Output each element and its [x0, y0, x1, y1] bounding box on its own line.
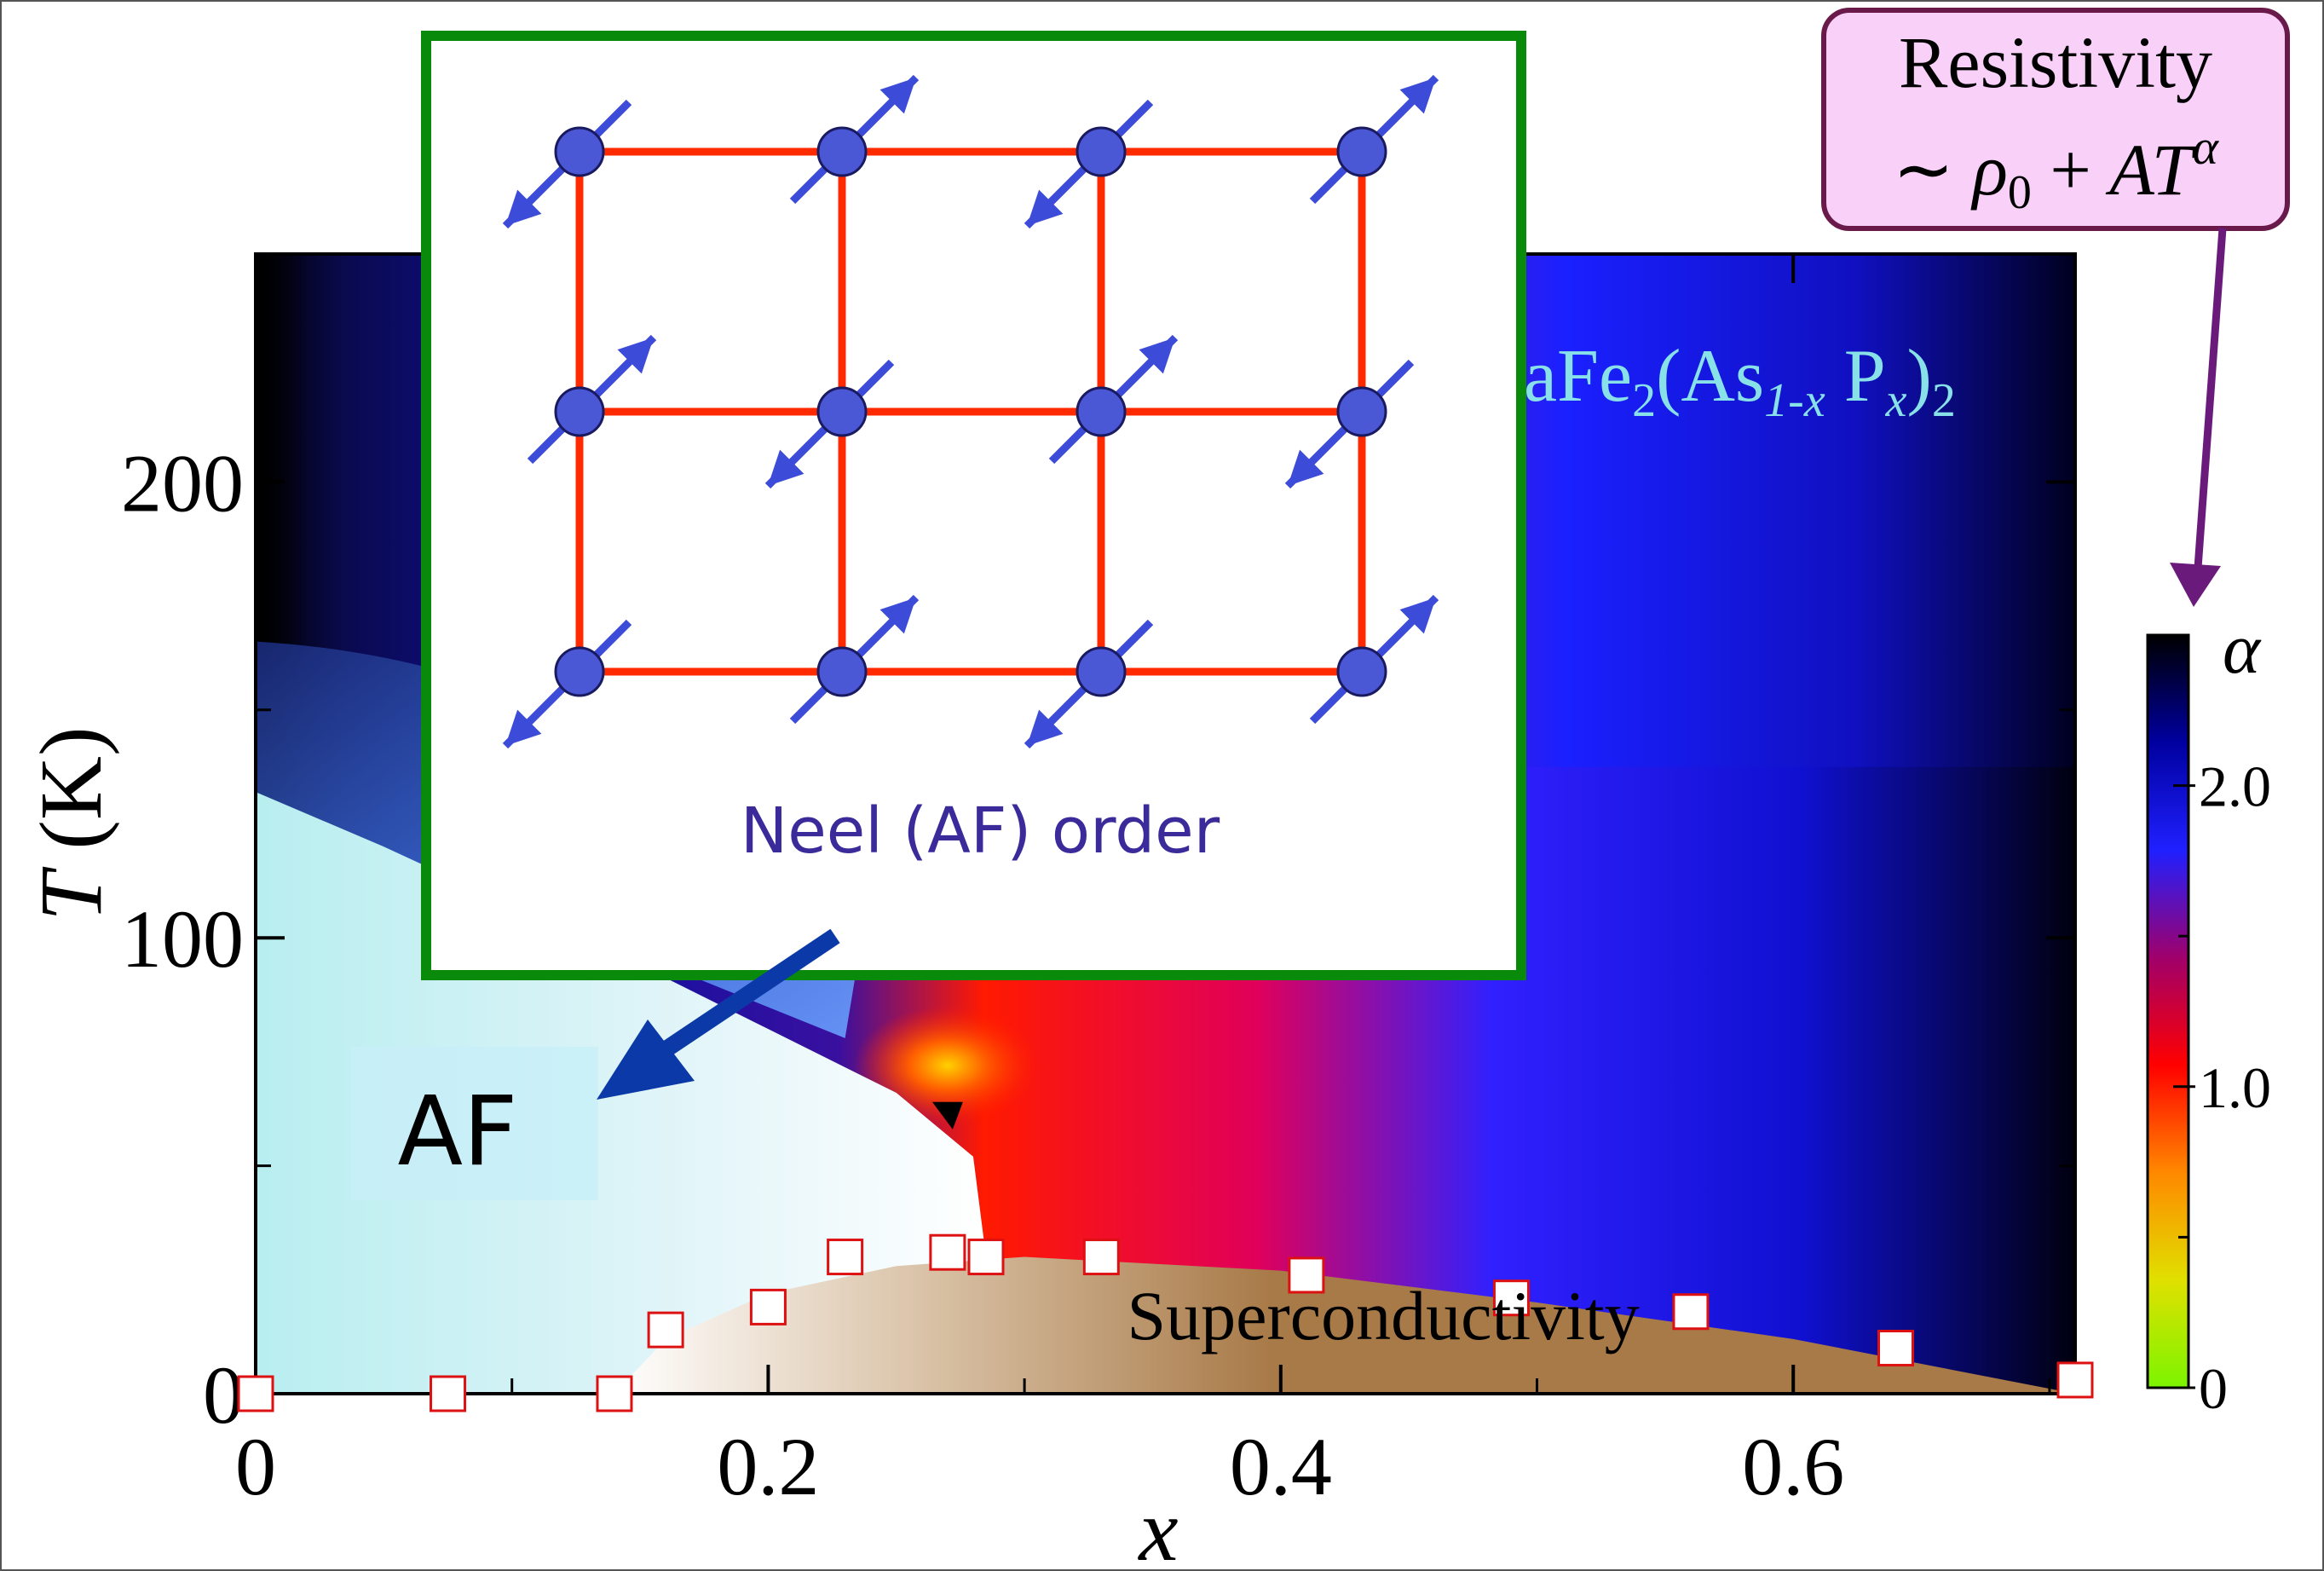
- spin-arrow: [1024, 99, 1154, 229]
- x-tick-label: 0: [235, 1421, 276, 1512]
- data-point: [430, 1375, 467, 1412]
- data-point: [2056, 1361, 2094, 1399]
- spin-arrow-head: [505, 189, 542, 226]
- lattice-site: [1075, 386, 1127, 437]
- y-tick-label: 100: [121, 893, 244, 985]
- colorbar-tick-label: 0: [2199, 1356, 2228, 1421]
- lattice-site: [816, 646, 868, 697]
- chart-title: aFe2(As1-x Px)2: [1524, 335, 1956, 427]
- spin-arrow: [764, 359, 895, 489]
- x-axis-label: x: [1137, 1481, 1178, 1571]
- data-point: [1492, 1279, 1530, 1317]
- spin-arrow-head: [879, 598, 916, 634]
- spin-arrow-head: [879, 78, 916, 114]
- spin-arrow: [502, 99, 632, 229]
- colorbar-label: α: [2223, 609, 2262, 689]
- lattice-site: [554, 386, 605, 437]
- spin-arrow-head: [1139, 338, 1175, 374]
- data-point: [1082, 1239, 1120, 1276]
- structural-transition-marker: [931, 1101, 963, 1129]
- resistivity-annotation: Resistivity ∼ ρ0 + ATα: [1821, 8, 2290, 231]
- spin-arrow: [789, 594, 920, 725]
- y-tick-label: 0: [203, 1349, 244, 1441]
- lattice-site: [554, 646, 605, 697]
- colorbar: [2146, 633, 2190, 1389]
- spin-arrow-head: [1399, 78, 1436, 114]
- spin-arrow: [1309, 594, 1439, 725]
- spin-arrow-head: [1399, 598, 1436, 634]
- x-tick-label: 0.6: [1742, 1421, 1844, 1512]
- inset-pointer-shaft: [660, 928, 840, 1058]
- colorbar-tick-label: 2.0: [2199, 754, 2271, 819]
- lattice-site: [1336, 646, 1387, 697]
- lattice-site: [1336, 126, 1387, 177]
- spin-arrow: [1309, 74, 1439, 205]
- lattice-site: [1075, 126, 1127, 177]
- annotation-pointer-shaft: [2193, 228, 2227, 580]
- spin-arrow-head: [505, 709, 542, 746]
- spin-arrow-head: [1288, 449, 1324, 486]
- af-label-box: [351, 1047, 598, 1200]
- annotation-pointer-head: [2170, 563, 2221, 607]
- superconductivity-label: Superconductivity: [1127, 1277, 1639, 1354]
- spin-arrow-head: [1027, 709, 1064, 746]
- inset-caption: Neel (AF) order: [741, 794, 1220, 868]
- annotation-box: [1821, 8, 2290, 231]
- spin-arrow: [789, 74, 920, 205]
- lattice-site: [816, 386, 868, 437]
- data-point: [929, 1233, 966, 1271]
- spin-arrow: [1024, 619, 1154, 749]
- y-tick-label: 200: [121, 437, 244, 528]
- data-point: [1288, 1256, 1325, 1294]
- data-point: [237, 1375, 274, 1412]
- spin-arrow: [502, 619, 632, 749]
- y-axis-label: T (K): [22, 726, 120, 921]
- spin-arrow-head: [768, 449, 804, 486]
- data-point: [749, 1288, 787, 1326]
- inset-neel-order: [421, 31, 1526, 980]
- spin-arrow: [527, 334, 657, 465]
- inset-pointer-head: [597, 1019, 695, 1100]
- data-point: [1672, 1293, 1710, 1331]
- lattice-site: [816, 126, 868, 177]
- af-label-text: AF: [397, 1077, 517, 1187]
- data-point: [827, 1239, 864, 1276]
- spin-arrow-head: [1027, 189, 1064, 226]
- data-point: [967, 1239, 1005, 1276]
- data-point: [596, 1375, 633, 1412]
- spin-arrow: [1048, 334, 1179, 465]
- superconducting-dome: [614, 1256, 2075, 1394]
- annotation-line1: Resistivity: [1899, 21, 2212, 103]
- annotation-line2: ∼ ρ0 + ATα: [1893, 119, 2220, 219]
- data-point: [1877, 1330, 1915, 1367]
- x-tick-label: 0.2: [717, 1421, 819, 1512]
- af-region-label: AF: [351, 1047, 598, 1200]
- lattice-site: [554, 126, 605, 177]
- colorbar-tick-label: 1.0: [2199, 1055, 2271, 1120]
- spin-arrow-head: [617, 338, 654, 374]
- spin-arrow: [1284, 359, 1415, 489]
- data-point: [647, 1311, 684, 1349]
- x-tick-label: 0.4: [1230, 1421, 1332, 1512]
- alpha-near-one-spot: [853, 1005, 1041, 1125]
- lattice-site: [1336, 386, 1387, 437]
- lattice-site: [1075, 646, 1127, 697]
